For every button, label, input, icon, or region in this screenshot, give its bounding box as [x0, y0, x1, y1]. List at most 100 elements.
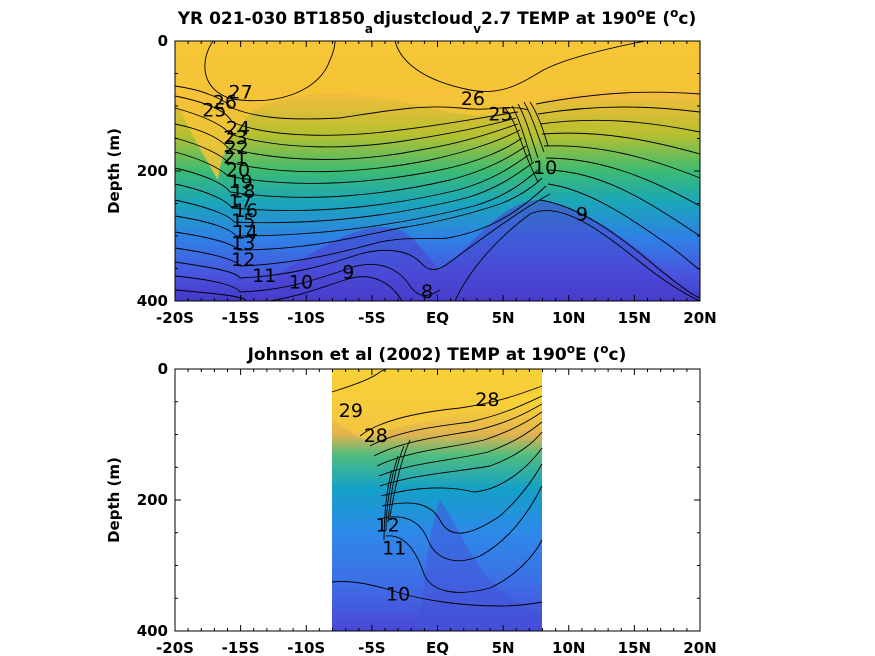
x-tick-label: 15N	[618, 309, 651, 327]
panel-bottom-x-ticks: -20S -15S -10S -5S EQ 5N 10N 15N 20N	[156, 369, 717, 656]
contour-line	[174, 289, 247, 301]
contour-line	[174, 129, 521, 173]
contour-label: 10	[289, 271, 313, 293]
panel-top-title: YR 021-030 BT1850adjustcloudv2.7 TEMP at…	[177, 6, 697, 36]
contour-line	[174, 263, 441, 296]
x-tick-label: EQ	[426, 309, 449, 327]
panel-top: YR 021-030 BT1850adjustcloudv2.7 TEMP at…	[105, 6, 717, 327]
contour-label: 13	[231, 232, 255, 254]
contour-line	[529, 101, 549, 147]
contour-label: 28	[364, 425, 388, 447]
contour-line	[539, 199, 701, 299]
contour-label: 12	[376, 515, 400, 537]
panel-bottom-y-ticks: 0 200 400	[137, 360, 700, 640]
contour-line	[382, 485, 543, 562]
contour-line	[389, 439, 411, 517]
contour-line	[174, 161, 535, 224]
contour-label: 9	[576, 204, 588, 226]
contour-label: 18	[231, 180, 255, 202]
x-tick-label: 10N	[552, 309, 585, 327]
contour-line	[378, 421, 543, 477]
contour-line	[547, 169, 701, 237]
contour-label: 14	[234, 221, 258, 243]
contour-label: 17	[229, 191, 253, 213]
contour-line	[504, 107, 539, 183]
contour-line	[394, 40, 646, 92]
contour-label: 26	[461, 88, 485, 110]
panel-bottom-deep-tongue	[420, 500, 542, 631]
contour-label: 10	[386, 583, 410, 605]
contour-line	[537, 106, 701, 115]
contour-label: 25	[488, 104, 512, 126]
contour-label: 29	[339, 400, 363, 422]
x-tick-label: 10N	[552, 639, 585, 656]
contour-label: 21	[223, 147, 247, 169]
panel-top-ylabel: Depth (m)	[105, 128, 123, 214]
x-tick-label: -20S	[156, 309, 194, 327]
contour-label: 25	[202, 100, 226, 122]
y-tick-label: 200	[137, 162, 168, 180]
panel-top-contours	[174, 40, 701, 302]
panel-bottom-warm-surface	[332, 369, 542, 440]
x-tick-label: -5S	[358, 639, 385, 656]
contour-line	[517, 103, 539, 159]
contour-label: 28	[475, 389, 499, 411]
contour-line	[174, 177, 543, 251]
y-tick-label: 400	[137, 292, 168, 310]
contour-line	[174, 123, 519, 160]
contour-line	[535, 91, 701, 105]
contour-line	[174, 137, 523, 184]
x-tick-label: 5N	[492, 639, 515, 656]
contour-line	[174, 95, 519, 136]
contour-line	[269, 276, 403, 302]
contour-label: 9	[342, 262, 354, 284]
panel-top-warm-pool	[175, 41, 700, 180]
contour-line	[385, 455, 399, 531]
x-tick-label: 5N	[492, 309, 515, 327]
contour-label: 24	[226, 117, 250, 139]
contour-line	[373, 403, 543, 457]
contour-label: 20	[226, 160, 250, 182]
contour-label: 16	[234, 200, 258, 222]
contour-line	[359, 385, 543, 437]
panel-bottom-contours	[331, 368, 543, 607]
x-tick-label: -10S	[287, 309, 325, 327]
contour-line	[174, 145, 527, 198]
x-tick-label: -5S	[358, 309, 385, 327]
contour-label: 11	[382, 538, 406, 560]
x-tick-label: -15S	[222, 639, 260, 656]
y-tick-label: 0	[158, 32, 168, 50]
panel-bottom-ylabel: Depth (m)	[105, 457, 123, 543]
contour-line	[387, 445, 405, 523]
x-tick-label: 15N	[618, 639, 651, 656]
contour-line	[539, 119, 701, 133]
contour-line	[543, 145, 701, 179]
contour-line	[511, 105, 533, 163]
panel-top-field	[175, 41, 700, 301]
x-tick-label: -10S	[287, 639, 325, 656]
y-tick-label: 0	[158, 360, 168, 378]
panel-top-cold-west	[240, 200, 700, 301]
x-tick-label: 20N	[683, 309, 716, 327]
contour-line	[174, 169, 539, 237]
panel-bottom-title: Johnson et al (2002) TEMP at 190oE (oc)	[247, 342, 627, 365]
contour-label: 26	[213, 91, 237, 113]
x-tick-label: EQ	[426, 639, 449, 656]
contour-line	[376, 411, 543, 467]
contour-label: 23	[223, 127, 247, 149]
contour-line	[174, 85, 529, 120]
x-tick-label: -20S	[156, 639, 194, 656]
contour-line	[331, 581, 543, 607]
contour-line	[541, 132, 701, 155]
contour-label: 10	[533, 157, 557, 179]
contour-label: 22	[225, 137, 249, 159]
panel-top-y-ticks: 0 200 400	[137, 32, 700, 310]
contour-label: 11	[252, 265, 276, 287]
contour-label: 19	[229, 171, 253, 193]
contour-line	[385, 535, 543, 593]
contour-line	[381, 463, 543, 534]
contour-line	[454, 210, 701, 302]
contour-label: 15	[231, 210, 255, 232]
